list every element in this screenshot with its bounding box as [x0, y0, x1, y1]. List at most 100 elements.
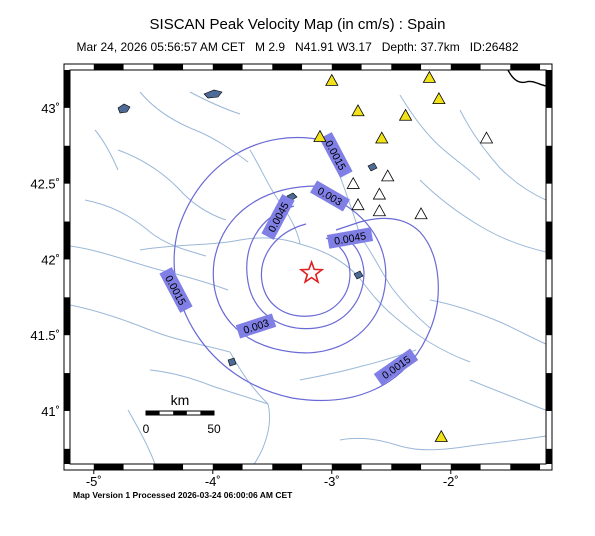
lon-tick-label: -5˚: [86, 474, 102, 489]
frame-segment: [546, 221, 552, 260]
river: [117, 149, 227, 221]
frame-segment: [450, 464, 481, 470]
frame-segment: [546, 145, 552, 184]
contour-0.0045: [246, 205, 365, 330]
station-recorded-triangle: [325, 73, 339, 86]
map-frame: [63, 63, 553, 471]
frame-segment: [153, 464, 184, 470]
contour-label-text: 0.0045: [333, 230, 367, 247]
contour-label-box: [326, 227, 374, 249]
river: [469, 379, 546, 411]
station-recorded-triangle: [375, 131, 389, 144]
contour-label-box: [319, 132, 353, 178]
river: [339, 435, 546, 451]
contour-label: 0.003: [310, 180, 350, 212]
contour-inner: [260, 223, 351, 317]
frame-segment: [272, 64, 303, 70]
frame-segment: [272, 464, 303, 470]
station-triangle: [372, 187, 387, 200]
lake: [203, 89, 223, 99]
contour-label-box: [261, 194, 295, 240]
processing-footer: Map Version 1 Processed 2026-03-24 06:00…: [73, 490, 293, 500]
lat-tick-label: 42˚: [41, 252, 60, 267]
contour-0.0015: [173, 136, 439, 402]
velocity-contours: [173, 136, 439, 402]
lake: [353, 270, 364, 280]
frame-segment: [450, 64, 481, 70]
contour-label-text: 0.003: [242, 317, 271, 337]
frame-segment: [546, 70, 552, 108]
seismic-stations: [313, 70, 494, 442]
frame-segment: [391, 64, 422, 70]
frame-segment: [93, 64, 124, 70]
scale-end-label: 50: [207, 422, 221, 436]
river: [139, 91, 249, 163]
frame-segment: [212, 464, 243, 470]
station-triangle: [381, 169, 395, 182]
frame-segment: [64, 221, 70, 260]
river: [419, 179, 546, 253]
river: [359, 235, 431, 329]
river: [429, 299, 546, 345]
frame-segment: [64, 145, 70, 184]
coastline: [507, 70, 546, 87]
frame-segment: [546, 297, 552, 336]
frame-segment: [510, 64, 541, 70]
contour-label-text: 0.0015: [380, 354, 413, 382]
water-bodies: [117, 70, 546, 367]
river: [299, 349, 417, 381]
contour-label-box: [373, 348, 419, 386]
frame-segment: [64, 373, 70, 411]
lon-tick-label: -2˚: [443, 474, 459, 489]
station-recorded-triangle: [434, 429, 448, 442]
frame-segment: [64, 448, 70, 464]
station-triangle: [351, 198, 365, 211]
map-title: SISCAN Peak Velocity Map (in cm/s) : Spa…: [149, 16, 446, 33]
frame-segment: [391, 464, 422, 470]
river-network: [70, 91, 546, 464]
frame-segment: [64, 70, 70, 108]
river: [84, 199, 207, 257]
frame-segment: [64, 297, 70, 336]
lon-tick-label: -4˚: [205, 474, 221, 489]
frame-segment: [153, 64, 184, 70]
station-recorded-triangle: [398, 108, 413, 121]
epicenter-star-icon: [298, 259, 325, 284]
axis-tick-labels: -5˚ -4˚ -3˚ -2˚ 43˚ 42.5˚ 42˚ 41.5˚ 41˚: [30, 101, 458, 489]
station-recorded-triangle: [432, 91, 446, 104]
station-triangle: [479, 131, 494, 144]
contour-label-box: [159, 267, 193, 313]
scale-bar: km 0 50: [143, 392, 221, 436]
station-recorded-triangle: [351, 104, 365, 117]
river: [189, 91, 241, 115]
frame-segment: [212, 64, 243, 70]
contour-label-box: [310, 180, 350, 212]
scale-start-label: 0: [143, 422, 150, 436]
station-recorded-triangle: [313, 129, 327, 142]
contour-label: 0.0045: [326, 227, 374, 249]
lat-tick-label: 41.5˚: [30, 328, 60, 343]
contour-0.003: [212, 185, 387, 354]
frame-segment: [331, 64, 362, 70]
river: [229, 351, 269, 405]
river: [94, 129, 119, 171]
lat-tick-label: 41˚: [41, 404, 60, 419]
lon-tick-label: -3˚: [324, 474, 340, 489]
frame-segment: [546, 448, 552, 464]
river: [127, 409, 156, 464]
river: [399, 94, 481, 181]
frame-segment: [93, 464, 124, 470]
frame-segment: [510, 464, 541, 470]
lat-tick-label: 42.5˚: [30, 177, 60, 192]
lake: [117, 103, 131, 114]
station-triangle: [372, 204, 387, 217]
river: [253, 403, 271, 464]
contour-label: 0.003: [235, 313, 277, 339]
frame-segment: [331, 464, 362, 470]
river: [139, 237, 471, 363]
contour-label: 0.0015: [373, 348, 419, 386]
lake: [227, 357, 237, 367]
